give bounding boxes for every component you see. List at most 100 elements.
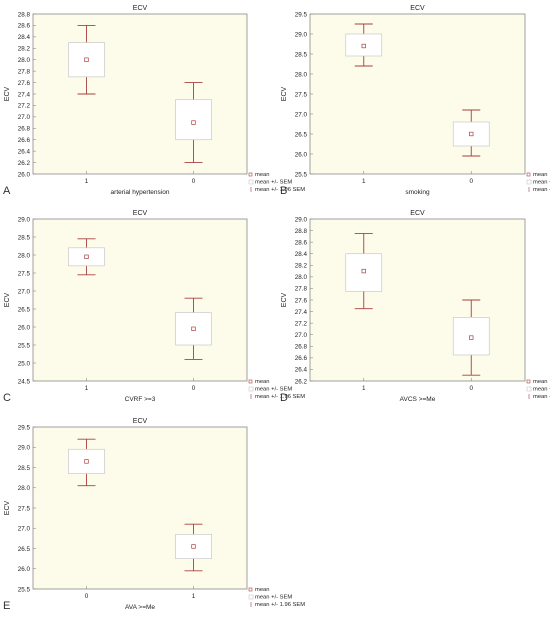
y-tick-label: 29.0 — [18, 445, 31, 452]
chart-title: ECV — [133, 418, 148, 425]
chart-panel-d: ECV ECV 26.2 26.4 26.6 26.8 27.0 27.2 27.4 27.6 27… — [280, 210, 550, 404]
y-tick-label: 28.2 — [18, 46, 31, 53]
panel-letter: A — [3, 185, 11, 197]
y-tick-label: 28.8 — [18, 11, 31, 18]
y-tick-label: 27.5 — [295, 91, 308, 98]
mean-marker — [84, 254, 89, 259]
chart-title: ECV — [133, 5, 148, 12]
legend-mean-label: mean — [533, 172, 548, 178]
chart-panel-b: ECV ECV 25.5 26.0 26.5 27.0 27.5 28.0 28.5 29.0 29… — [280, 5, 550, 197]
y-tick-label: 27.6 — [18, 80, 31, 87]
y-tick-label: 28.5 — [18, 465, 31, 472]
y-tick-label: 27.2 — [295, 320, 308, 327]
chart-title: ECV — [410, 210, 425, 217]
mean-marker — [361, 268, 366, 274]
y-tick-label: 27.5 — [18, 505, 31, 512]
mean-marker — [191, 326, 196, 331]
chart-title: ECV — [133, 210, 148, 217]
legend-mean-icon — [526, 379, 531, 384]
y-tick-label: 27.4 — [18, 91, 31, 98]
y-tick-label: 25.5 — [295, 171, 308, 178]
sem-box — [452, 121, 490, 147]
plot-area — [32, 218, 248, 382]
y-tick-label: 29.0 — [295, 216, 308, 223]
sem-box — [175, 312, 212, 346]
chart-title: ECV — [410, 5, 425, 12]
x-axis-label: CVRF >=3 — [125, 396, 156, 403]
y-tick-label: 27.0 — [18, 114, 31, 121]
y-tick-label: 27.0 — [18, 288, 31, 295]
y-tick-label: 27.8 — [295, 286, 308, 293]
mean-marker — [361, 43, 366, 49]
plot-area — [309, 13, 526, 175]
mean-marker — [469, 131, 474, 137]
y-tick-label: 26.8 — [295, 344, 308, 351]
y-tick-label: 24.5 — [18, 378, 31, 385]
sem-box — [345, 33, 383, 57]
sem-box — [68, 448, 105, 474]
sem-box — [68, 42, 105, 78]
y-tick-label: 26.2 — [295, 378, 308, 385]
legend-sem-label: mean +/- SEM — [255, 180, 292, 186]
sem-box — [175, 533, 212, 559]
sem-box — [452, 317, 490, 356]
y-tick-label: 26.5 — [295, 131, 308, 138]
legend-mean-icon — [248, 587, 253, 592]
x-tick-label: 0 — [469, 178, 473, 185]
y-tick-label: 26.2 — [18, 160, 31, 167]
y-tick-label: 28.6 — [18, 23, 31, 30]
x-axis-label: AVCS >=Me — [400, 396, 436, 403]
legend-mean-icon — [526, 172, 531, 177]
legend-ci-label: mean +/- 1.96 SEM — [533, 394, 550, 400]
y-tick-label: 29.0 — [18, 216, 31, 223]
y-tick-label: 28.8 — [295, 228, 308, 235]
y-tick-label: 28.2 — [295, 263, 308, 270]
legend-mean-label: mean — [533, 379, 548, 385]
sem-box — [68, 247, 105, 267]
legend-sem-icon — [248, 179, 254, 185]
x-tick-label: 1 — [192, 593, 196, 600]
y-axis-label: ECV — [4, 292, 11, 307]
x-axis-label: arterial hypertension — [111, 189, 170, 196]
x-tick-label: 1 — [362, 385, 366, 392]
y-tick-label: 26.0 — [18, 324, 31, 331]
legend-sem-label: mean +/- SEM — [533, 180, 550, 186]
y-tick-label: 28.4 — [295, 251, 308, 258]
y-axis-label: ECV — [4, 500, 11, 515]
y-tick-label: 28.4 — [18, 34, 31, 41]
y-tick-label: 26.4 — [295, 367, 308, 374]
y-tick-label: 29.5 — [18, 424, 31, 431]
legend-mean-icon — [248, 379, 253, 384]
plot-area — [32, 13, 248, 175]
x-axis-label: smoking — [405, 189, 430, 196]
legend-sem-icon — [526, 179, 532, 185]
panel-letter: B — [280, 185, 287, 197]
legend-sem-icon — [248, 386, 254, 392]
y-axis-label: ECV — [4, 86, 11, 101]
plot-area — [32, 426, 248, 590]
x-tick-label: 0 — [85, 593, 89, 600]
y-axis-label: ECV — [281, 292, 288, 307]
x-tick-label: 0 — [192, 178, 196, 185]
y-tick-label: 26.4 — [18, 148, 31, 155]
mean-marker — [84, 459, 89, 464]
y-tick-label: 26.6 — [295, 355, 308, 362]
y-tick-label: 28.5 — [295, 51, 308, 58]
y-tick-label: 26.5 — [18, 306, 31, 313]
mean-marker — [191, 120, 196, 125]
y-tick-label: 25.5 — [18, 586, 31, 593]
y-tick-label: 27.2 — [18, 103, 31, 110]
legend-ci-label: mean +/- 1.96 SEM — [533, 187, 550, 193]
y-tick-label: 26.0 — [18, 171, 31, 178]
chart-panel-c: ECV ECV 24.5 25.0 25.5 26.0 26.5 27.0 27.5 28.0 28… — [3, 210, 305, 404]
legend-ci-label: mean +/- 1.96 SEM — [255, 602, 305, 608]
y-tick-label: 27.4 — [295, 309, 308, 316]
legend-sem-icon — [248, 594, 254, 600]
y-tick-label: 28.0 — [295, 71, 308, 78]
legend-ci-label: mean +/- 1.96 SEM — [255, 394, 305, 400]
y-tick-label: 27.6 — [295, 297, 308, 304]
y-tick-label: 28.0 — [18, 485, 31, 492]
x-tick-label: 1 — [362, 178, 366, 185]
y-tick-label: 26.5 — [18, 546, 31, 553]
y-tick-label: 28.0 — [18, 57, 31, 64]
